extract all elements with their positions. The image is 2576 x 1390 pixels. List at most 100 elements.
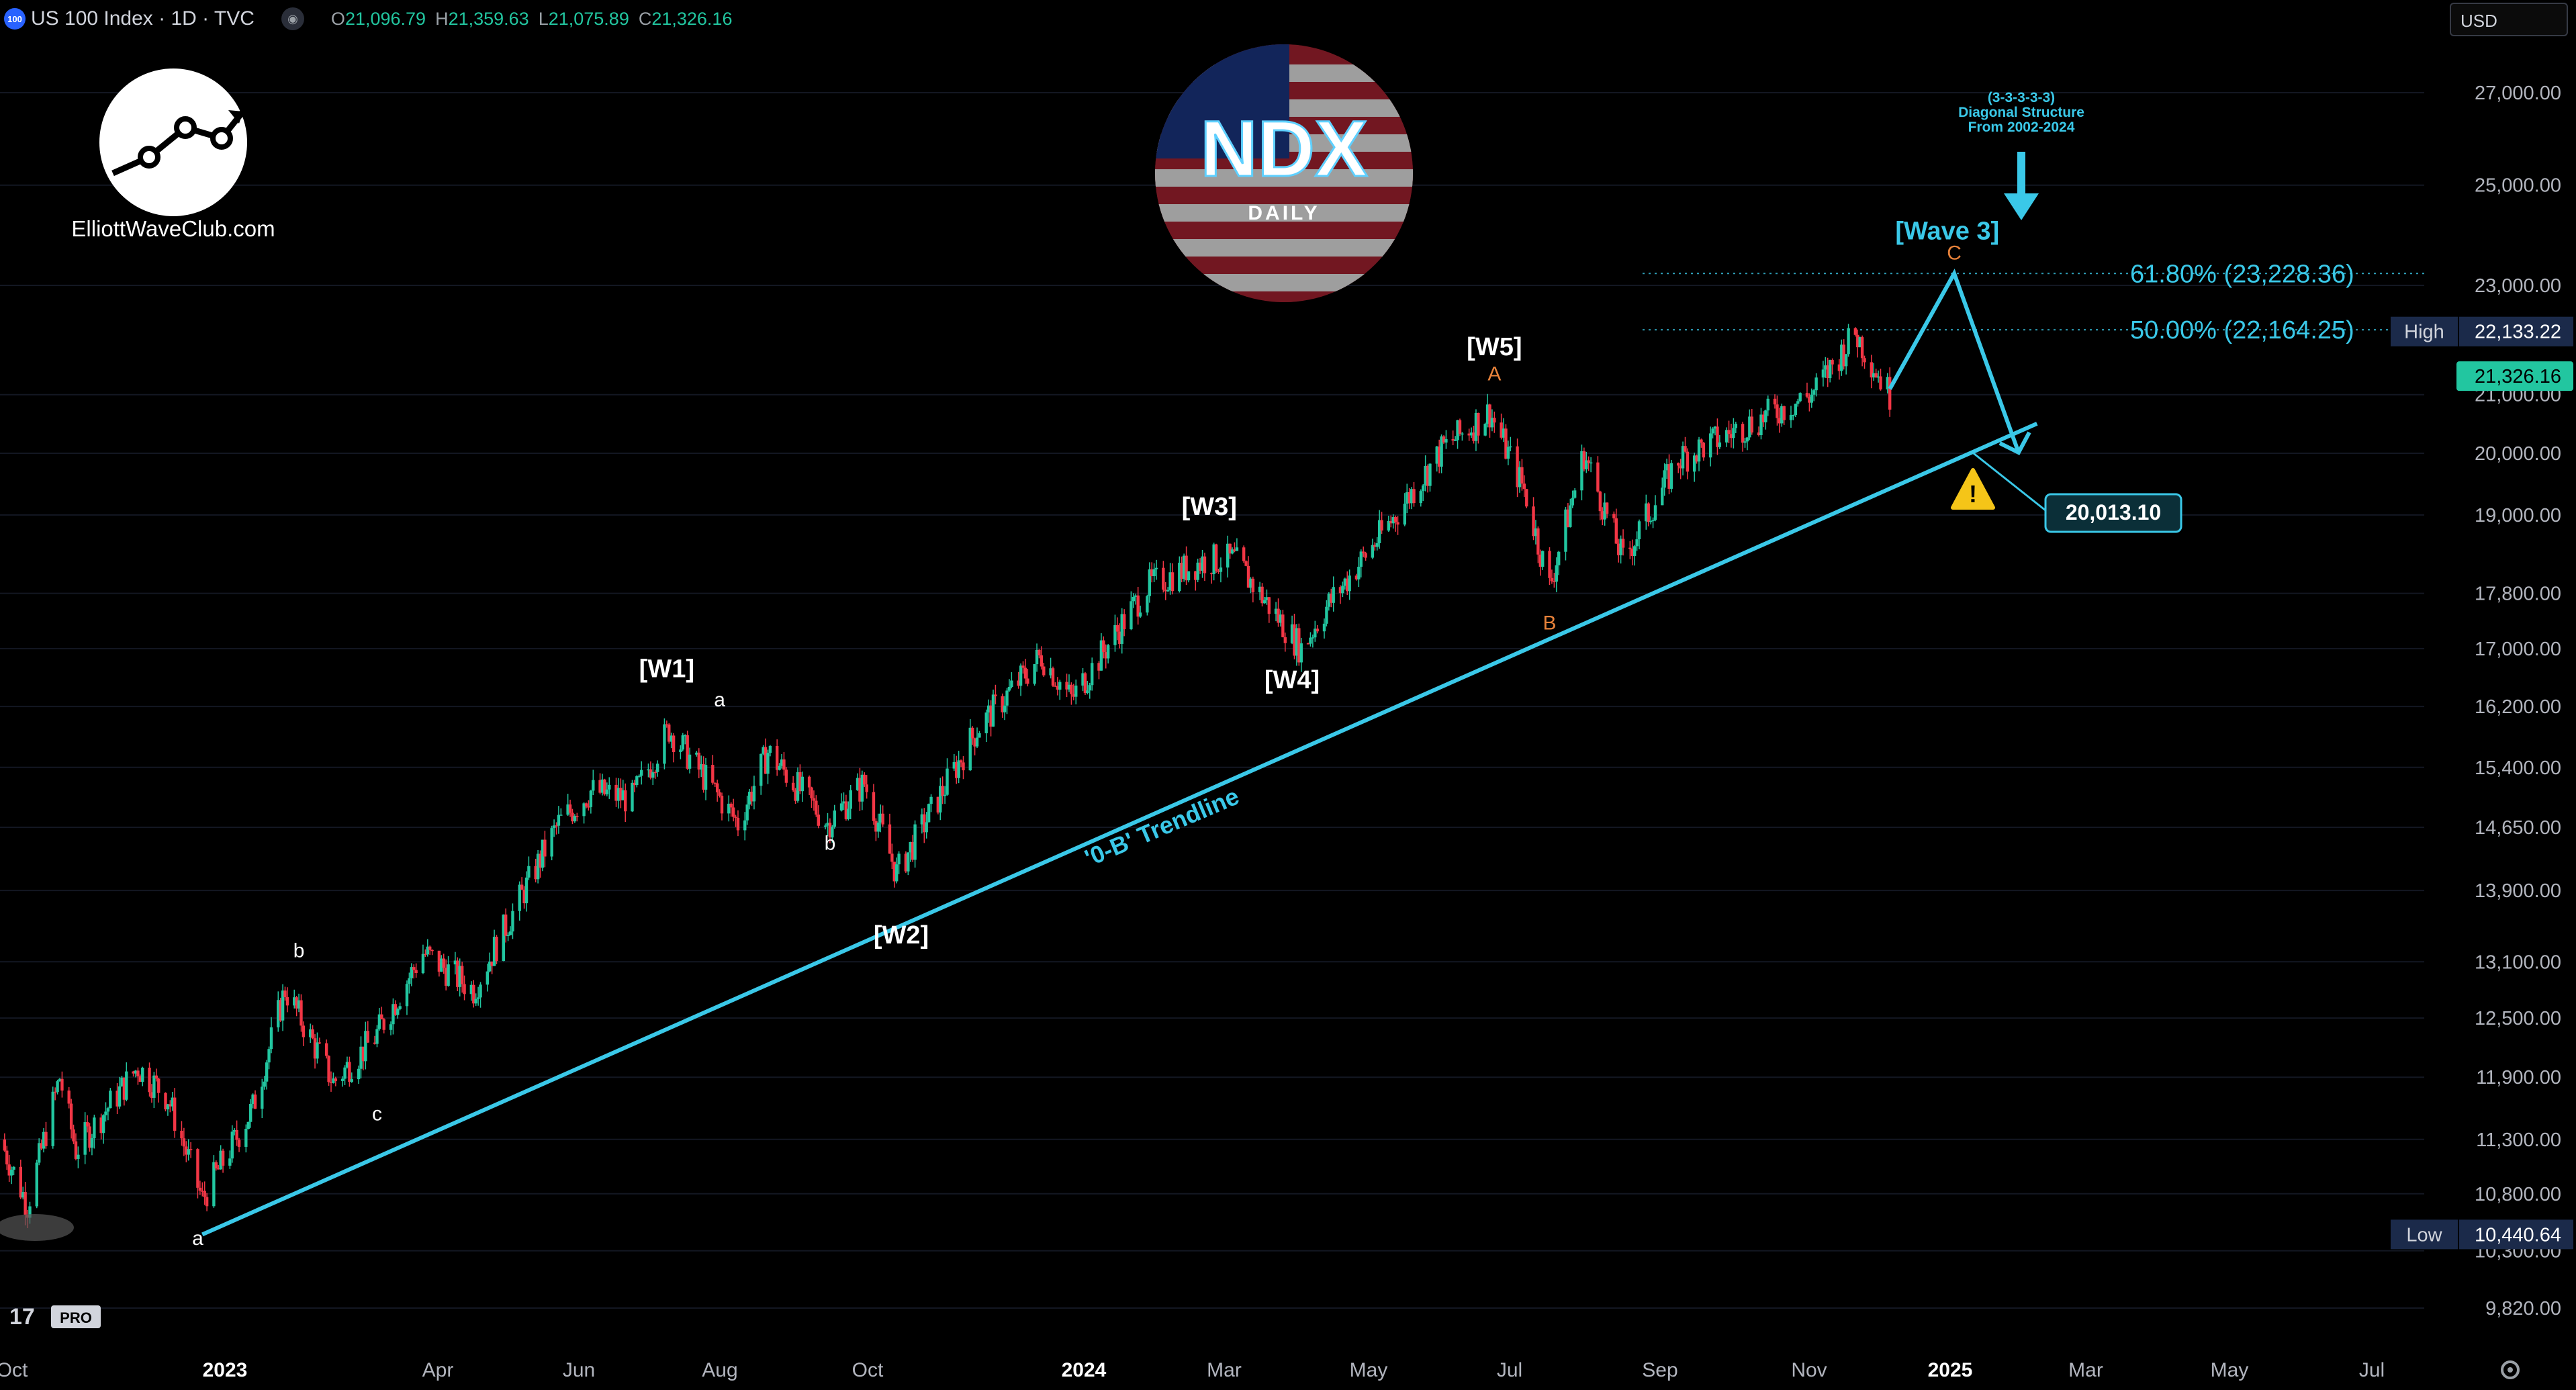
candle-body [150,1092,154,1098]
candle-body [251,1094,255,1105]
candle-body [1120,614,1123,644]
candle-body [279,1000,282,1021]
ndx-badge-subtext: DAILY [1248,202,1320,224]
candle-body [412,967,416,970]
candle-body [479,984,482,998]
symbol-header[interactable]: 100 US 100 Index · 1D · TVC ◉ O21,096.79… [0,0,741,38]
candle-body [651,772,655,778]
candle-body [768,745,772,753]
candle-body [704,765,708,790]
candle-body [1267,597,1271,614]
wave-label: [Wave 3] [1895,217,1999,245]
candle-body [1088,685,1091,691]
wave-label: C [1947,242,1962,264]
candle-body [962,762,965,771]
candle-body [1555,565,1558,582]
time-tick-label: Mar [1207,1359,1242,1381]
candle-body [101,1115,105,1133]
candle-body [745,804,749,821]
candle-body [782,759,786,770]
candle-body [539,853,542,868]
candle-body [5,1150,9,1165]
eye-icon[interactable]: ◉ [281,7,304,30]
price-tick-label: 16,200.00 [2475,696,2561,718]
candle-body [614,784,618,801]
candle-body [1485,404,1489,424]
candle-body [1617,543,1620,555]
candle-body [166,1104,170,1110]
currency-selector[interactable]: USD [2450,3,2568,36]
candle-body [1180,563,1183,579]
high-value: 21,359.63 [448,8,529,29]
price-value-box [2459,316,2573,346]
candle-body [426,946,429,955]
candle-body [736,818,740,831]
candle-body [357,1068,361,1080]
candle-body [1585,460,1588,469]
gear-icon[interactable] [2501,1360,2520,1379]
time-axis[interactable]: Oct 2023 Apr Jun Aug Oct 2024 Mar May Jul Sep Nov 20… [0,1359,2385,1381]
candle-body [847,808,850,819]
candle-body [1796,401,1800,404]
candle-body [228,1158,232,1166]
price-value-text: 10,440.64 [2475,1224,2561,1246]
candle-body [171,1097,174,1107]
candle-body [1663,470,1666,488]
candle-body [1837,364,1841,371]
candle-body [1792,415,1795,416]
candle-body [970,727,974,739]
candle-body [1724,430,1729,443]
candle-body [56,1081,59,1093]
candle-body [874,821,878,832]
candle-body [1518,467,1522,488]
candle-body [598,780,602,793]
candle-body [1826,365,1829,378]
price-tick-label: 17,000.00 [2475,639,2561,660]
candle-body [653,772,657,774]
candle-body [929,796,933,804]
candle-body [631,782,634,812]
time-tick-label: Jun [563,1359,595,1381]
price-value-box [2459,1219,2573,1250]
candle-body [1406,492,1409,504]
candle-body [414,970,418,973]
candle-body [1346,578,1349,592]
candle-body [267,1049,271,1063]
candle-body [1669,463,1673,489]
candle-body [246,1121,250,1129]
candle-body [715,783,719,792]
candle-body [1265,597,1269,600]
symbol-title[interactable]: US 100 Index · 1D · TVC [31,7,255,30]
candle-body [791,782,795,790]
time-tick-label: Oct [852,1359,884,1381]
candle-body [1661,488,1664,506]
candlestick-series [3,324,1892,1228]
trendline-group [201,422,2038,1237]
candle-body [332,1078,335,1083]
symbol-badge: 100 [4,8,26,30]
ndx-badge-text: NDX [1200,105,1367,193]
candle-body [1649,520,1653,522]
candle-body [1306,643,1310,645]
candle-body [592,780,595,791]
candle-body [189,1149,193,1150]
candle-body [1316,629,1319,632]
candle-body [672,735,676,753]
candle-body [552,825,556,829]
candle-body [476,997,480,999]
candle-body [559,815,563,816]
candle-body [1242,547,1246,561]
price-axis[interactable]: 27,000.0025,000.0023,000.0021,000.0020,0… [2391,83,2573,1319]
last-price-box [2456,361,2573,391]
wave-label: [W2] [874,921,929,949]
candle-body [608,784,611,790]
candle-body [203,1191,206,1197]
time-tick-label: 2023 [203,1359,248,1381]
price-tick-label: 13,100.00 [2475,952,2561,973]
candle-body [764,747,768,774]
candle-body [1550,577,1554,582]
candle-body [1373,545,1377,547]
candle-body [136,1070,140,1076]
candle-body [502,914,505,962]
